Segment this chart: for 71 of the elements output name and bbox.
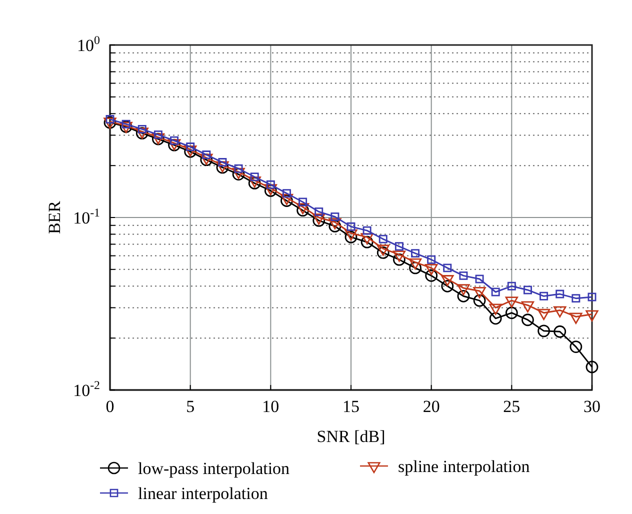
point: [218, 158, 227, 167]
point: [378, 234, 388, 244]
point: [507, 282, 516, 290]
point: [556, 290, 564, 298]
point: [408, 258, 422, 270]
point: [409, 262, 422, 274]
x-tick-label: 15: [342, 397, 360, 416]
point: [473, 287, 486, 298]
point: [393, 253, 406, 266]
point: [475, 274, 484, 284]
point: [538, 324, 550, 338]
point: [521, 301, 534, 312]
point: [298, 198, 308, 206]
point: [394, 242, 404, 251]
point: [441, 280, 454, 292]
point: [346, 222, 356, 231]
point: [411, 249, 420, 258]
point: [425, 269, 438, 282]
point: [296, 203, 310, 214]
y-tick-label: 10$^{-2}$: [73, 378, 100, 400]
legend-label: spline interpolation: [398, 456, 530, 476]
y-tick-label: 10$^{-1}$: [73, 205, 100, 228]
x-axis-title: SNR [dB]: [316, 427, 386, 446]
y-tick-label: 10$^{0}$: [77, 32, 100, 55]
x-tick-label: 0: [106, 397, 114, 416]
point: [523, 286, 532, 294]
point: [491, 288, 500, 296]
point: [282, 189, 291, 198]
point: [586, 310, 598, 322]
point: [330, 212, 340, 221]
point: [572, 294, 580, 303]
point: [489, 304, 502, 315]
x-tick-label: 20: [422, 397, 440, 416]
x-tick-label: 30: [584, 397, 600, 416]
point: [540, 292, 548, 300]
x-tick-label: 25: [503, 397, 520, 416]
x-tick-label: 5: [186, 397, 195, 416]
point: [250, 172, 259, 182]
y-axis-title: BER: [45, 200, 64, 234]
point: [537, 308, 550, 320]
point: [489, 312, 502, 325]
point: [443, 264, 452, 272]
point: [376, 244, 390, 256]
point: [328, 218, 342, 230]
legend-label: linear interpolation: [138, 484, 268, 503]
point: [362, 226, 372, 235]
point: [505, 296, 518, 308]
point: [588, 292, 596, 302]
point: [522, 314, 534, 326]
point: [202, 150, 211, 160]
x-tick-label: 10: [262, 397, 280, 416]
point: [314, 208, 324, 216]
point: [266, 180, 275, 189]
point: [360, 236, 374, 248]
point: [425, 264, 438, 276]
point: [441, 275, 454, 286]
point: [554, 306, 566, 318]
point: [457, 284, 470, 296]
point: [586, 360, 598, 374]
point: [392, 250, 406, 262]
point: [570, 340, 582, 353]
point: [457, 290, 470, 302]
legend-label: low-pass interpolation: [138, 458, 290, 478]
point: [234, 164, 243, 173]
point: [459, 271, 468, 280]
point: [505, 306, 518, 320]
point: [554, 325, 566, 338]
point: [360, 233, 374, 244]
point: [570, 312, 582, 324]
point: [473, 294, 486, 307]
point: [427, 255, 436, 264]
